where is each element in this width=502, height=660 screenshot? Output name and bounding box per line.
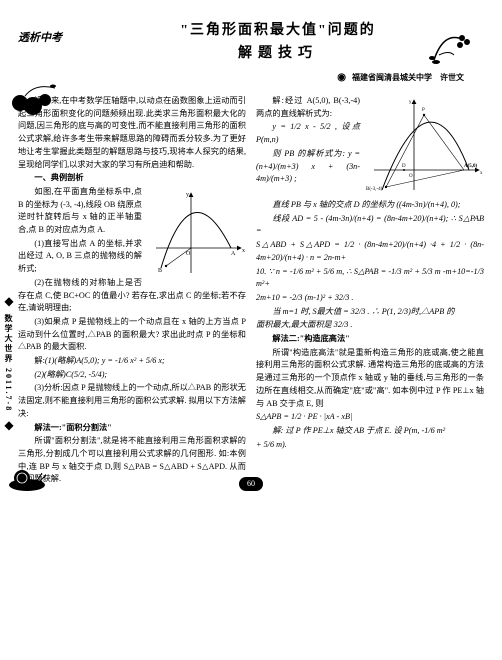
svg-text:B: B — [158, 268, 162, 274]
method-2-text: 所谓"构造底高法"就是重新构造三角形的底或高,使之能直接利用三角形的面积公式求解… — [256, 347, 484, 411]
right-column: x y O A(5,0) B(-3,-4) P D 解:经过 A(5,0), B… — [256, 95, 484, 487]
r-p7: 10. ∵ n = -1/6 m² + 5/6 m, ∴ S△PAB = -1/… — [256, 266, 484, 291]
r-p4: 直线 PB 与 x 轴的交点 D 的坐标为 ((4m-3n)/(n+4), 0)… — [256, 199, 484, 212]
section-label: 透析中考 — [18, 30, 62, 47]
diamond-icon: ◆ — [2, 416, 16, 434]
r-p13: 解: 过 P 作 PE⊥x 轴交 AB 于点 E. 设 P(m, -1/6 m² — [256, 425, 484, 438]
r-p9: 当 m=1 时, S最大值 = 32/3 . ∴ P(1, 2/3)时,△APB… — [256, 306, 484, 319]
question-3: (3)如果点 P 是抛物线上的一个动点且在 x 轴的上方当点 P 运动到什么位置… — [18, 316, 246, 354]
method-1-heading: 解法一:"面积分割法" — [18, 422, 246, 435]
snail-decoration-icon — [2, 463, 52, 493]
r-p14: + 5/6 m). — [256, 439, 484, 452]
left-column: 近年来,在中考数学压轴题中,以动点在函数图象上运动而引起三角形面积变化的问题频频… — [18, 95, 246, 487]
svg-text:O: O — [409, 174, 413, 179]
svg-text:A(5,0): A(5,0) — [464, 164, 478, 169]
r-p5: 线段 AD = 5 - (4m-3n)/(n+4) = (8n-4m+20)/(… — [256, 213, 484, 238]
flower-decoration-icon — [424, 20, 474, 70]
r-p6: S△ABD + S△APD = 1/2 · (8n-4m+20)/(n+4) ·… — [256, 239, 484, 264]
author-line: 福建省闽清县城关中学 许世文 — [18, 70, 464, 85]
svg-text:P: P — [422, 108, 425, 113]
svg-text:x: x — [480, 171, 483, 176]
svg-text:x: x — [242, 248, 245, 254]
title-area: "三角形面积最大值"问题的 解题技巧 — [72, 20, 484, 64]
sidebar-text: 数学大世界 2011.7-8 — [2, 314, 14, 412]
method-1-text: 所谓"面积分割法",就是将不能直接利用三角形面积求解的三角形,分割成几个可以直接… — [18, 435, 246, 486]
solution-3-analysis: (3)分析:因点 P 是抛物线上的一个动点,所以△PAB 的形状无法固定,则不能… — [18, 382, 246, 420]
svg-text:y: y — [409, 100, 412, 105]
r-p10: 面积最大,最大面积是 32/3 . — [256, 319, 484, 332]
berries-decoration-icon — [5, 78, 75, 118]
figure-1: x y O A B — [146, 188, 246, 278]
title-line1: "三角形面积最大值"问题的 — [72, 20, 484, 41]
diamond-icon: ◆ — [2, 292, 16, 310]
solution-2: (2)(略解)C(5/2, -5/4); — [18, 369, 246, 382]
svg-text:B(-3,-4): B(-3,-4) — [366, 187, 383, 192]
question-2: (2)在抛物线的对称轴上是否存在点 C,使 BC+OC 的值最小? 若存在,求出… — [18, 277, 246, 315]
solution-1: 解:(1)(略解)A(5,0); y = -1/6 x² + 5/6 x; — [18, 355, 246, 368]
figure-2: x y O A(5,0) B(-3,-4) P D — [364, 95, 484, 195]
r-p8: 2m+10 = -2/3 (m-1)² + 32/3 . — [256, 292, 484, 305]
section-heading-1: 一、典例剖析 — [18, 172, 246, 185]
svg-text:D: D — [402, 164, 406, 169]
title-line2: 解题技巧 — [72, 43, 484, 64]
r-p12: S△APB = 1/2 · PE · |xA - xB| — [256, 411, 484, 424]
svg-text:O: O — [186, 251, 191, 257]
method-2-heading: 解法二:"构造底高法" — [256, 333, 484, 346]
svg-text:A: A — [231, 251, 236, 257]
sidebar-label: ◆ 数学大世界 2011.7-8 ◆ — [2, 290, 16, 436]
page-number: 60 — [239, 477, 263, 491]
svg-text:y: y — [186, 192, 189, 198]
